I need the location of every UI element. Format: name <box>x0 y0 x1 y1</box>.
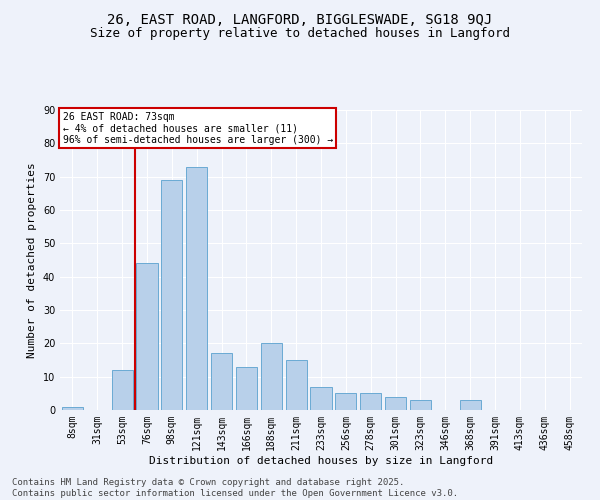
Bar <box>236 366 257 410</box>
Text: Contains HM Land Registry data © Crown copyright and database right 2025.
Contai: Contains HM Land Registry data © Crown c… <box>12 478 458 498</box>
Text: 26, EAST ROAD, LANGFORD, BIGGLESWADE, SG18 9QJ: 26, EAST ROAD, LANGFORD, BIGGLESWADE, SG… <box>107 12 493 26</box>
Bar <box>211 354 232 410</box>
Bar <box>261 344 282 410</box>
Bar <box>62 406 83 410</box>
Text: Size of property relative to detached houses in Langford: Size of property relative to detached ho… <box>90 28 510 40</box>
Bar <box>286 360 307 410</box>
Bar <box>112 370 133 410</box>
Bar <box>385 396 406 410</box>
Text: 26 EAST ROAD: 73sqm
← 4% of detached houses are smaller (11)
96% of semi-detache: 26 EAST ROAD: 73sqm ← 4% of detached hou… <box>62 112 333 144</box>
Bar <box>335 394 356 410</box>
Bar <box>310 386 332 410</box>
Bar <box>136 264 158 410</box>
Y-axis label: Number of detached properties: Number of detached properties <box>27 162 37 358</box>
X-axis label: Distribution of detached houses by size in Langford: Distribution of detached houses by size … <box>149 456 493 466</box>
Bar <box>161 180 182 410</box>
Bar <box>410 400 431 410</box>
Bar <box>186 166 207 410</box>
Bar <box>460 400 481 410</box>
Bar <box>360 394 381 410</box>
